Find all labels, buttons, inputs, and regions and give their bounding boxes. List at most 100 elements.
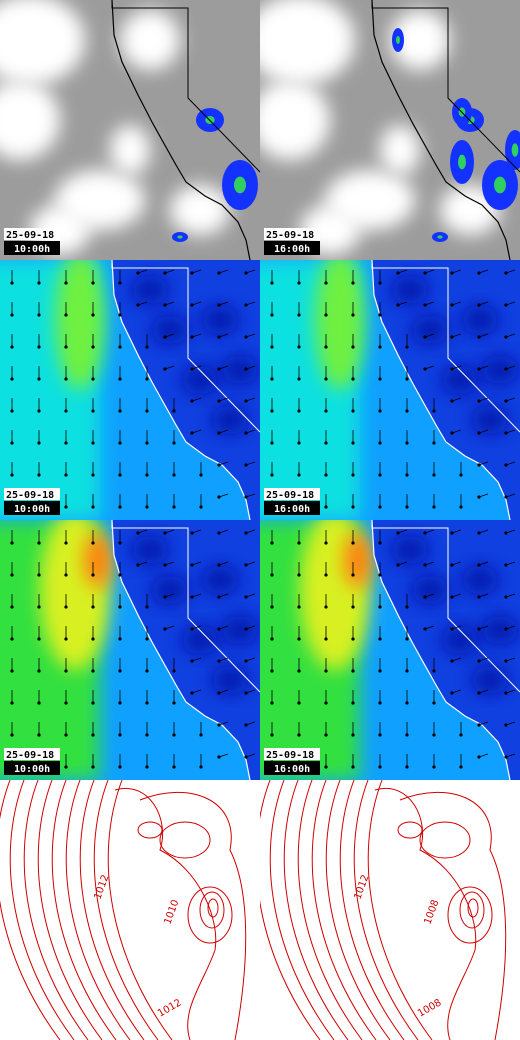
arrow-head: [270, 281, 274, 285]
precip-core: [458, 154, 466, 170]
arrow-head: [244, 627, 248, 631]
arrow-head: [172, 733, 176, 737]
arrow-head: [351, 701, 355, 705]
calm-patch: [132, 276, 168, 304]
isobar-closed: [419, 821, 471, 859]
state-border: [111, 520, 260, 693]
arrow-head: [297, 345, 301, 349]
isobar: [107, 780, 173, 1040]
arrow-head: [405, 473, 409, 477]
arrow-head: [91, 733, 95, 737]
arrow-head: [64, 441, 68, 445]
cloud: [260, 0, 355, 85]
arrow-head: [145, 637, 149, 641]
isobar-closed: [207, 898, 219, 918]
arrow-head: [297, 637, 301, 641]
arrow-head: [10, 441, 14, 445]
field: [260, 520, 520, 780]
arrow-head: [270, 637, 274, 641]
arrow-head: [405, 669, 409, 673]
arrow-head: [190, 271, 194, 275]
arrow-head: [118, 441, 122, 445]
precip-core: [177, 235, 183, 239]
time-label: 16:00h: [274, 504, 310, 515]
arrow-head: [37, 409, 41, 413]
calm-patch: [392, 536, 428, 564]
arrow-head: [145, 441, 149, 445]
arrow-head: [37, 441, 41, 445]
coastline: [111, 0, 251, 260]
arrow-head: [10, 473, 14, 477]
arrow-head: [118, 669, 122, 673]
arrow-head: [91, 669, 95, 673]
arrow-head: [217, 303, 221, 307]
arrow-head: [91, 345, 95, 349]
arrow-head: [297, 313, 301, 317]
cloud: [120, 10, 180, 70]
arrow-head: [199, 733, 203, 737]
arrow-head: [351, 669, 355, 673]
arrow-head: [450, 691, 454, 695]
arrow-head: [145, 505, 149, 509]
arrow-head: [405, 377, 409, 381]
arrow-head: [324, 669, 328, 673]
arrow-head: [163, 335, 167, 339]
arrow-head: [10, 345, 14, 349]
arrow-head: [118, 281, 122, 285]
arrow-head: [145, 733, 149, 737]
arrow-head: [163, 595, 167, 599]
arrow-head: [64, 573, 68, 577]
calm-patch: [472, 666, 508, 694]
arrow-head: [10, 313, 14, 317]
date-label: 25-09-18: [266, 230, 314, 241]
arrow-head: [270, 701, 274, 705]
field: [0, 0, 260, 260]
isobar-closed: [187, 886, 233, 944]
arrow-head: [10, 605, 14, 609]
arrow-head: [244, 495, 248, 499]
arrow-head: [423, 595, 427, 599]
arrow-head: [244, 367, 248, 371]
arrow-head: [378, 505, 382, 509]
arrow-head: [432, 441, 436, 445]
isobar: [139, 791, 247, 1040]
calm-patch: [462, 306, 498, 334]
isobar: [353, 780, 419, 1040]
isobar: [9, 780, 75, 1040]
arrow-head: [459, 473, 463, 477]
arrow-head: [244, 755, 248, 759]
arrow-head: [91, 541, 95, 545]
background: [260, 780, 520, 1040]
arrow-head: [270, 409, 274, 413]
arrow-head: [459, 765, 463, 769]
arrow-head: [324, 637, 328, 641]
isobar: [65, 780, 131, 1040]
arrow-head: [450, 627, 454, 631]
calm-patch: [212, 406, 248, 434]
calm-patch: [132, 536, 168, 564]
arrow-head: [351, 281, 355, 285]
arrow-head: [432, 669, 436, 673]
precip-core: [511, 143, 519, 157]
high-wind: [344, 532, 372, 588]
arrow-head: [432, 505, 436, 509]
arrow-head: [450, 531, 454, 535]
state-border: [371, 260, 520, 433]
arrow-head: [145, 345, 149, 349]
arrow-head: [423, 335, 427, 339]
arrow-head: [459, 505, 463, 509]
calm-patch: [472, 406, 508, 434]
arrow-head: [297, 409, 301, 413]
arrow-head: [244, 595, 248, 599]
time-label: 10:00h: [14, 504, 50, 515]
precip-core: [234, 176, 246, 194]
arrow-head: [324, 409, 328, 413]
isobar: [93, 780, 159, 1040]
arrow-head: [163, 563, 167, 567]
isobar: [79, 780, 145, 1040]
arrow-head: [244, 531, 248, 535]
arrow-head: [432, 701, 436, 705]
arrow-head: [199, 765, 203, 769]
arrow-head: [118, 733, 122, 737]
